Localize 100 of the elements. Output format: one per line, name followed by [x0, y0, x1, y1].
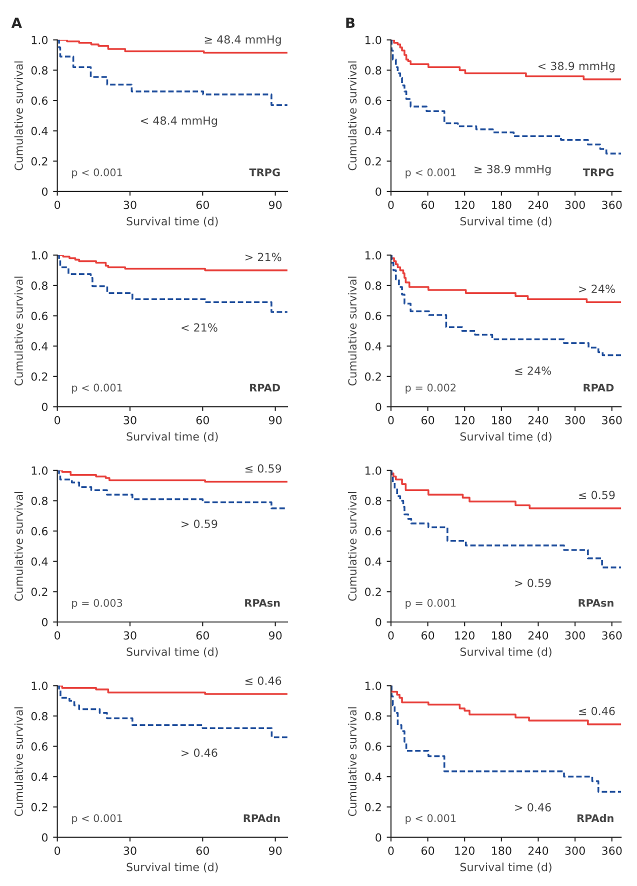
x-tick-label: 90: [268, 631, 282, 640]
series-label: < 21%: [182, 323, 218, 332]
series-label: < 48.4 mmHg: [140, 116, 217, 127]
y-tick-label: 0.2: [365, 372, 381, 381]
annotation: p < 0.001: [72, 384, 122, 394]
y-tick-label: 1.0: [32, 36, 48, 44]
x-tick-label: 180: [492, 200, 512, 210]
annotation: RPAD: [250, 384, 280, 392]
annotation: RPAsn: [245, 599, 280, 607]
x-tick-label: 120: [455, 200, 474, 210]
x-tick-label: 120: [455, 416, 474, 424]
x-tick-label: 60: [196, 200, 209, 210]
text: ≥ 38.9 mmHg: [474, 164, 551, 176]
annotation: p = 0.003: [72, 598, 122, 609]
y-tick-label: 0.8: [365, 496, 382, 506]
annotation: p = 0.001: [406, 598, 456, 609]
x-tick-label: 60: [422, 200, 434, 210]
y-tick-label: 0.8: [31, 281, 48, 290]
y-tick-label: 1.0: [366, 251, 382, 260]
y-tick-label: 1.0: [366, 466, 382, 475]
text: > 0.46: [515, 803, 551, 812]
y-tick-label: 0.8: [365, 281, 382, 290]
x-tick-label: 0: [54, 846, 60, 855]
y-tick-label: 0.6: [31, 527, 48, 536]
y-tick-label: 0.6: [31, 96, 48, 105]
series-label: > 21%: [246, 252, 282, 262]
x-tick-label: 120: [455, 631, 474, 640]
annotation: RPAdn: [577, 814, 614, 822]
x-tick-label: 90: [268, 200, 282, 210]
series-label: ≤ 0.59: [579, 490, 615, 500]
x-axis-title: Survival time (d): [460, 216, 552, 227]
y-tick-label: 0.4: [365, 557, 382, 566]
x-tick-label: 240: [528, 200, 548, 210]
x-tick-label: 180: [492, 416, 512, 424]
y-tick-label: 0: [42, 833, 48, 842]
x-tick-label: 30: [124, 846, 136, 855]
x-tick-label: 30: [124, 416, 136, 424]
x-tick-label: 180: [492, 631, 512, 640]
y-tick-label: 0.2: [31, 372, 48, 381]
y-axis-title: Cumulative survival: [14, 707, 23, 816]
series-label: ≥ 48.4 mmHg: [204, 35, 281, 46]
text: ≤ 24%: [515, 366, 552, 375]
y-tick-label: 0.4: [31, 557, 48, 566]
y-tick-label: 0.2: [31, 588, 48, 596]
x-tick-label: 60: [422, 846, 434, 855]
x-tick-label: 300: [565, 631, 585, 640]
y-tick-label: 0: [376, 187, 382, 196]
y-axis-title: Cumulative survival: [348, 276, 357, 386]
y-tick-label: 0.2: [365, 802, 381, 812]
x-tick-label: 60: [196, 416, 209, 424]
y-tick-label: 0.6: [365, 96, 382, 105]
series-label: ≤ 0.46: [245, 676, 282, 685]
x-tick-label: 90: [268, 846, 282, 855]
x-tick-label: 300: [565, 846, 585, 855]
y-tick-label: 0.6: [365, 312, 382, 320]
y-tick-label: 0: [376, 618, 382, 626]
chart-title: B: [346, 18, 355, 28]
y-tick-label: 0.2: [31, 802, 48, 812]
x-axis-title: Survival time (d): [126, 647, 218, 658]
annotation: RPAD: [584, 384, 614, 392]
y-tick-label: 0.2: [365, 157, 381, 166]
annotation: RPAdn: [244, 814, 280, 822]
x-tick-label: 0: [54, 200, 60, 210]
x-tick-label: 60: [196, 846, 209, 855]
annotation: p < 0.001: [72, 168, 122, 178]
x-tick-label: 360: [602, 631, 622, 640]
x-axis-title: Survival time (d): [460, 432, 552, 442]
y-tick-label: 0.8: [31, 66, 48, 75]
y-tick-label: 0: [42, 187, 48, 196]
annotation: p < 0.001: [406, 168, 456, 178]
y-tick-label: 1.0: [32, 251, 48, 260]
x-axis-title: Survival time (d): [460, 862, 552, 873]
x-tick-label: 0: [388, 631, 394, 640]
x-tick-label: 0: [54, 416, 60, 424]
x-axis-title: Survival time (d): [126, 432, 218, 442]
x-tick-label: 60: [422, 631, 434, 640]
y-tick-label: 0.8: [31, 496, 48, 506]
y-tick-label: 1.0: [32, 682, 48, 690]
x-axis-title: Survival time (d): [126, 216, 218, 227]
y-axis-title: Cumulative survival: [348, 61, 357, 170]
y-tick-label: 0.6: [31, 742, 48, 751]
y-tick-label: 0.4: [31, 342, 48, 350]
x-tick-label: 60: [196, 631, 209, 640]
y-tick-label: 1.0: [32, 466, 48, 475]
y-tick-label: 0.6: [365, 527, 382, 536]
y-tick-label: 0.8: [365, 66, 382, 75]
x-tick-label: 240: [528, 631, 548, 640]
y-tick-label: 0: [42, 618, 48, 626]
annotation: RPAsn: [578, 599, 614, 607]
y-tick-label: 0.8: [365, 712, 382, 720]
x-tick-label: 0: [388, 416, 394, 424]
y-axis-title: Cumulative survival: [348, 492, 357, 601]
x-axis-title: Survival time (d): [126, 862, 218, 873]
x-tick-label: 30: [124, 631, 136, 640]
x-tick-label: 180: [492, 846, 512, 855]
x-tick-label: 30: [124, 200, 136, 210]
x-tick-label: 60: [422, 416, 434, 424]
series-label: > 0.59: [182, 520, 218, 528]
x-tick-label: 120: [455, 846, 474, 855]
series-label: > 24%: [579, 284, 615, 294]
